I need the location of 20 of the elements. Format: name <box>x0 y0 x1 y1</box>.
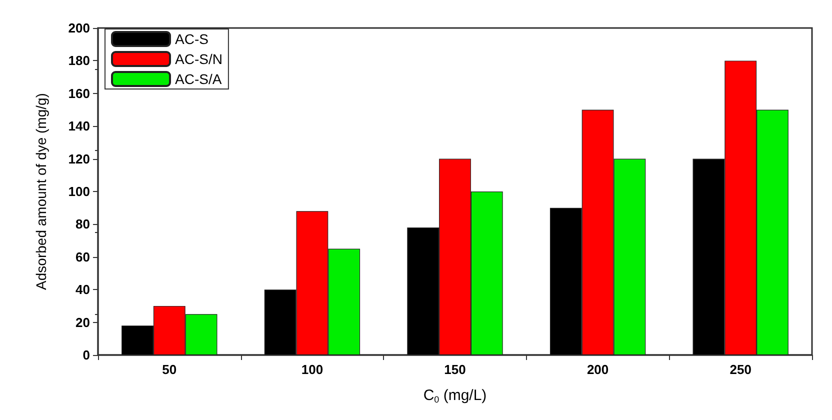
y-tick-label: 80 <box>76 216 90 232</box>
x-tick-label: 200 <box>586 362 609 377</box>
y-tick-label: 140 <box>68 118 90 134</box>
y-tick-label: 200 <box>68 20 90 36</box>
x-tick-label: 250 <box>730 362 752 377</box>
x-tick-label: 50 <box>162 362 177 377</box>
y-axis-title: Adsorbed amount of dye (mg/g) <box>33 93 49 290</box>
x-tick-label: 150 <box>444 362 466 377</box>
y-tick-label: 160 <box>68 86 90 101</box>
x-tick-label: 100 <box>301 362 324 377</box>
y-tick-label: 20 <box>76 314 90 330</box>
y-tick-label: 0 <box>82 348 90 362</box>
y-tick-label: 180 <box>68 53 90 68</box>
legend-label: AC-S <box>175 31 208 47</box>
legend-label: AC-S/A <box>175 71 222 87</box>
y-tick-label: 60 <box>76 249 90 264</box>
legend-label: AC-S/N <box>175 51 222 67</box>
y-tick-label: 40 <box>76 282 90 298</box>
y-tick-label: 100 <box>68 184 90 199</box>
y-tick-label: 120 <box>68 151 90 166</box>
